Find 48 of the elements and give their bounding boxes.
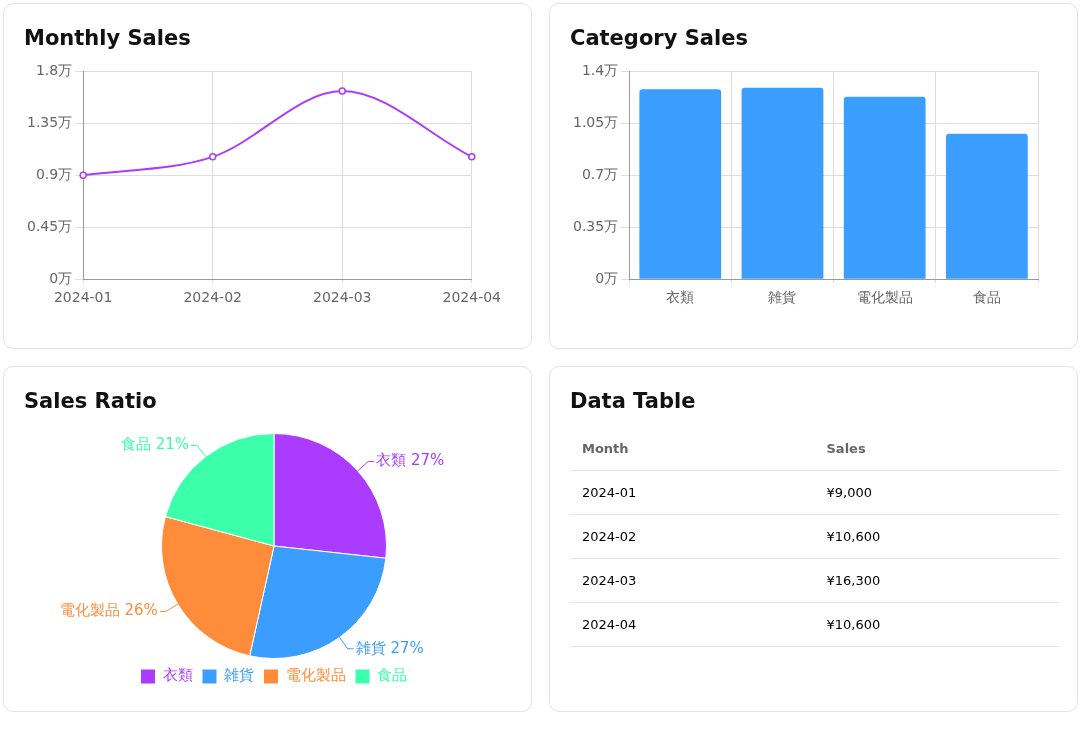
bar: [639, 89, 722, 279]
category-label: 2024-01: [570, 470, 815, 515]
bar: [946, 133, 1028, 279]
y-tick-label: 0.9万: [35, 165, 73, 182]
point: [338, 87, 346, 95]
data-label: 雑貨 27%: [355, 638, 424, 657]
x-tick-label: 2024-01: [53, 289, 113, 306]
x-tick-label: 食品: [972, 289, 1001, 306]
legend-label: 食品: [377, 666, 407, 685]
data-label: 食品 21%: [121, 435, 190, 454]
legend-label: 雑貨: [224, 666, 254, 685]
y-tick-label: 1.8万: [35, 62, 73, 79]
y-tick-label: 1.4万: [581, 62, 619, 79]
x-tick-label: 電化製品: [856, 289, 913, 306]
y-tick-label: 0.35万: [573, 217, 619, 234]
text: Data Table: [570, 389, 697, 413]
category-label: 2024-03: [570, 558, 815, 603]
text: Month: [570, 427, 815, 471]
bar: [741, 87, 824, 279]
text: ¥10,600: [826, 529, 881, 544]
y-tick-label: 1.05万: [573, 113, 619, 130]
x-tick-label: 2024-03: [312, 289, 372, 306]
text: ¥10,600: [826, 617, 881, 632]
y-tick-label: 0.45万: [27, 217, 73, 234]
data-label: 衣類 27%: [376, 451, 445, 470]
y-tick-label: 1.35万: [27, 113, 73, 130]
y-tick-label: 0万: [595, 269, 619, 286]
text: ¥16,300: [826, 573, 881, 588]
x-tick-label: 2024-04: [442, 289, 502, 306]
data-label: 電化製品 26%: [59, 601, 158, 620]
text: ¥9,000: [826, 485, 872, 500]
point: [208, 153, 217, 161]
legend-label: 衣類: [162, 666, 193, 685]
category-label: 2024-04: [570, 602, 815, 647]
x-tick-label: 雑貨: [768, 289, 797, 306]
category-label: 2024-02: [570, 514, 815, 559]
x-tick-label: 2024-02: [183, 289, 242, 306]
text: Sales: [814, 427, 1059, 471]
point: [468, 153, 476, 161]
point: [79, 171, 87, 180]
legend-label: 電化製品: [285, 666, 346, 685]
bar: [843, 96, 926, 279]
x-tick-label: 衣類: [666, 289, 695, 306]
chart-title: Category Sales: [570, 26, 749, 50]
y-tick-label: 0万: [49, 269, 73, 286]
chart-title: Monthly Sales: [24, 26, 192, 50]
chart-title: Sales Ratio: [24, 389, 158, 413]
y-tick-label: 0.7万: [581, 165, 619, 182]
